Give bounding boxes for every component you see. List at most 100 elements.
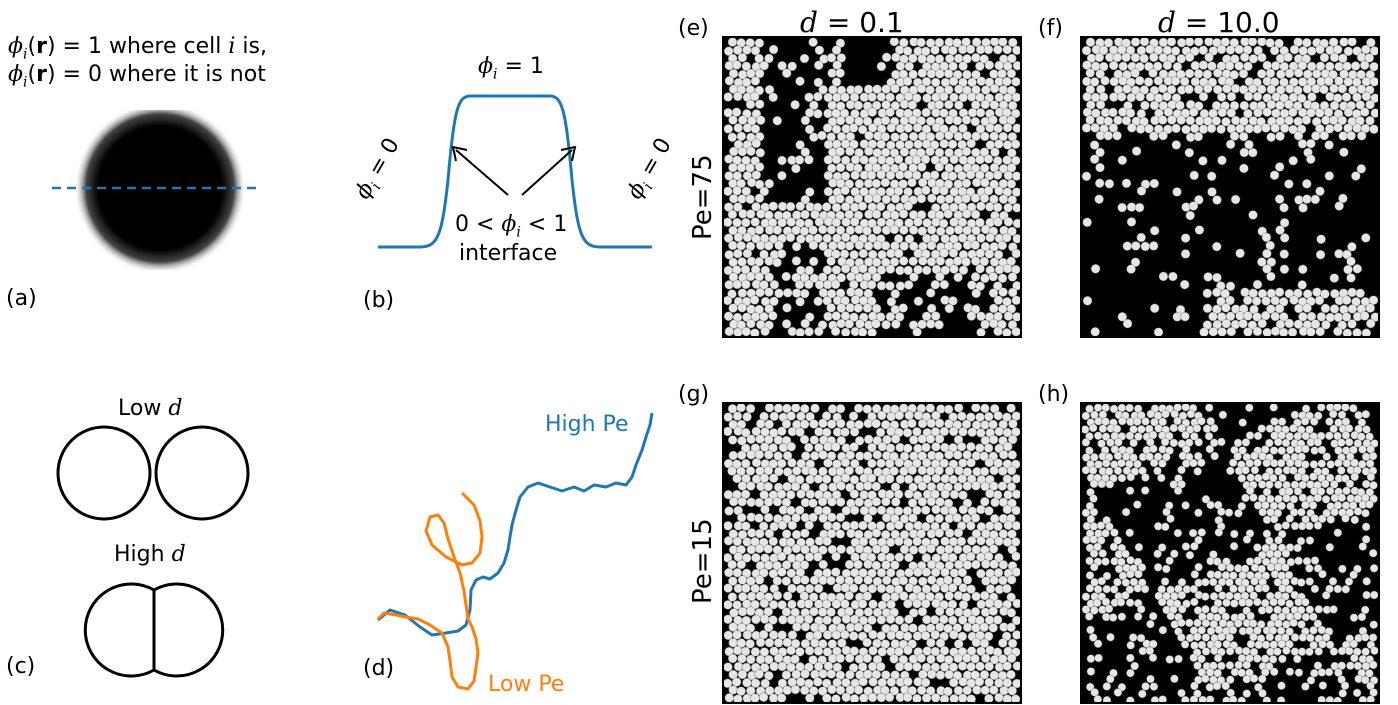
particle bbox=[1234, 660, 1243, 670]
particle bbox=[745, 99, 756, 110]
particle bbox=[1273, 508, 1283, 518]
particle bbox=[1179, 76, 1190, 87]
particle bbox=[1214, 528, 1224, 537]
particle bbox=[1333, 528, 1343, 538]
particle bbox=[805, 693, 815, 702]
particle bbox=[1091, 108, 1101, 118]
particle bbox=[1089, 154, 1100, 164]
particle bbox=[903, 280, 914, 290]
particle bbox=[1195, 116, 1205, 126]
particle bbox=[886, 568, 896, 578]
particle bbox=[998, 38, 1008, 47]
particle bbox=[1082, 123, 1092, 133]
particle bbox=[907, 686, 917, 696]
particle bbox=[1149, 100, 1160, 111]
particle bbox=[795, 475, 805, 485]
particle bbox=[1217, 507, 1226, 516]
particle bbox=[804, 312, 815, 322]
particle bbox=[1250, 465, 1260, 475]
particle bbox=[831, 521, 842, 531]
particle bbox=[830, 326, 841, 336]
particle bbox=[1241, 438, 1251, 447]
particle bbox=[737, 194, 747, 204]
particle bbox=[1201, 577, 1210, 587]
particle bbox=[751, 457, 762, 468]
particle bbox=[831, 77, 842, 87]
particle bbox=[1206, 417, 1215, 426]
particle bbox=[823, 661, 834, 671]
particle bbox=[1145, 646, 1155, 656]
particle bbox=[1283, 52, 1293, 62]
particle bbox=[1134, 432, 1143, 441]
particle bbox=[781, 670, 792, 680]
particle bbox=[1353, 661, 1363, 671]
high-pe-label: High Pe bbox=[545, 412, 629, 437]
particle bbox=[803, 599, 814, 609]
particle bbox=[971, 529, 982, 539]
particle bbox=[1370, 590, 1378, 600]
particle bbox=[1193, 467, 1202, 476]
particle bbox=[732, 411, 743, 421]
particle bbox=[1201, 592, 1210, 601]
particle bbox=[795, 140, 805, 150]
particle bbox=[773, 653, 784, 663]
particle bbox=[800, 318, 810, 329]
particle bbox=[1274, 619, 1283, 628]
particle bbox=[912, 536, 922, 547]
particle bbox=[1117, 92, 1127, 102]
particle bbox=[724, 280, 734, 290]
particle bbox=[759, 663, 770, 673]
particle bbox=[1181, 124, 1191, 135]
particle bbox=[1261, 472, 1271, 481]
particle bbox=[1279, 264, 1290, 274]
particle bbox=[832, 60, 842, 70]
particle bbox=[979, 622, 989, 633]
particle bbox=[875, 521, 886, 531]
particle bbox=[795, 427, 805, 437]
particle bbox=[1148, 241, 1159, 251]
particle bbox=[867, 692, 878, 702]
particle bbox=[876, 615, 887, 625]
particle bbox=[736, 131, 747, 142]
particle bbox=[1098, 424, 1108, 433]
particle bbox=[1193, 131, 1204, 142]
particle bbox=[1002, 504, 1012, 515]
particle bbox=[844, 465, 855, 476]
particle bbox=[1256, 84, 1267, 94]
particle bbox=[818, 288, 829, 298]
particle bbox=[903, 169, 913, 180]
particle bbox=[1276, 459, 1286, 468]
particle bbox=[994, 536, 1004, 546]
particle bbox=[732, 645, 743, 656]
particle bbox=[1309, 472, 1318, 481]
particle bbox=[1317, 445, 1327, 455]
particle bbox=[926, 529, 937, 539]
particle bbox=[1317, 625, 1327, 635]
particle bbox=[931, 473, 941, 484]
particle bbox=[742, 232, 753, 243]
particle bbox=[1294, 459, 1303, 468]
particle bbox=[1110, 585, 1119, 594]
particle bbox=[940, 295, 950, 305]
particle bbox=[1011, 171, 1020, 181]
particle bbox=[782, 637, 792, 648]
particle bbox=[804, 265, 815, 276]
particle bbox=[841, 217, 851, 227]
particle bbox=[1368, 295, 1378, 305]
particle bbox=[1090, 410, 1099, 420]
particle bbox=[813, 474, 824, 484]
particle bbox=[1325, 61, 1335, 72]
particle bbox=[921, 567, 932, 577]
particle bbox=[733, 202, 743, 212]
particle bbox=[1153, 522, 1163, 531]
particle bbox=[912, 490, 923, 501]
particle bbox=[1345, 646, 1354, 656]
particle bbox=[836, 272, 847, 283]
particle bbox=[1149, 52, 1159, 62]
particle bbox=[1369, 564, 1378, 573]
particle bbox=[823, 139, 834, 150]
particle bbox=[1294, 445, 1303, 454]
particle bbox=[975, 124, 986, 134]
particle bbox=[871, 544, 882, 554]
particle bbox=[1095, 178, 1105, 188]
